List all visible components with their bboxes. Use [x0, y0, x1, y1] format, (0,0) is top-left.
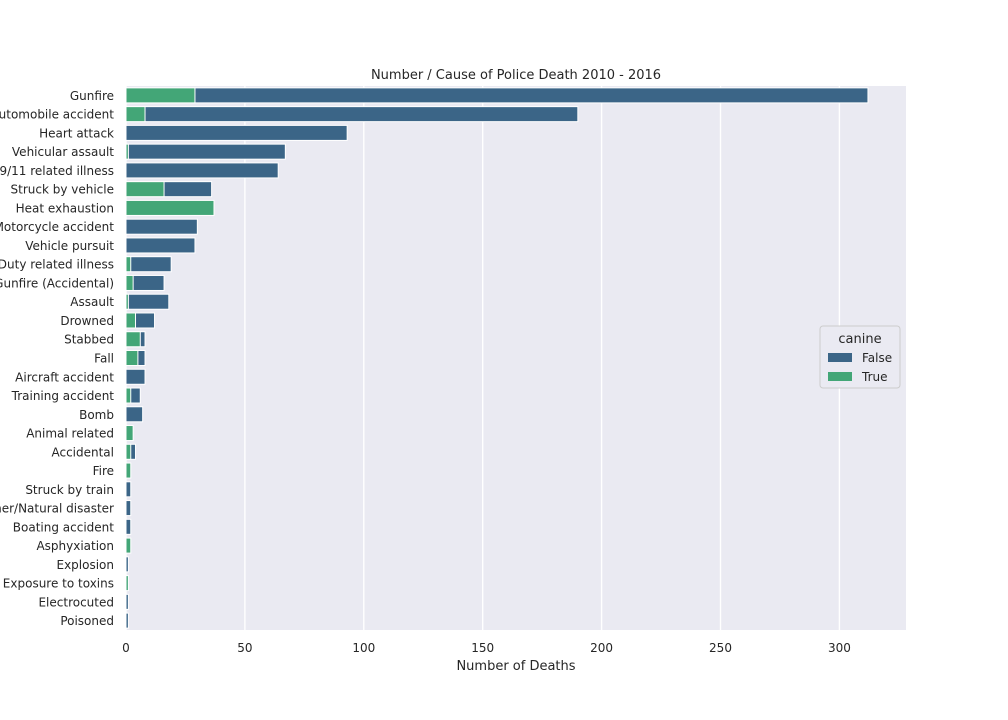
y-tick-label-accidental: Accidental	[51, 445, 114, 459]
bar-automobile-accident-false	[125, 106, 579, 123]
y-tick-label-vehicular-assault: Vehicular assault	[12, 145, 114, 159]
bar-assault-true	[125, 293, 129, 310]
x-tick-label-0: 0	[122, 641, 130, 655]
y-tick-label-9-11-related-illness: 9/11 related illness	[0, 164, 114, 178]
bar-fire-true	[125, 462, 132, 479]
y-tick-label-stabbed: Stabbed	[64, 333, 114, 347]
bar-duty-related-illness-false	[125, 256, 172, 273]
bar-weather-natural-disaster-false	[125, 500, 132, 517]
legend: canine False True	[819, 325, 901, 389]
x-tick-label-150: 150	[471, 641, 494, 655]
x-axis-label: Number of Deaths	[456, 659, 575, 674]
bar-vehicular-assault-true	[125, 143, 129, 160]
x-axis-ticks: 0 50 100 150 200 250 300	[122, 641, 851, 655]
y-tick-label-boating-accident: Boating accident	[13, 520, 114, 534]
y-tick-label-heat-exhaustion: Heat exhaustion	[16, 201, 114, 215]
y-tick-label-asphyxiation: Asphyxiation	[36, 539, 114, 553]
bar-duty-related-illness-true	[125, 256, 132, 273]
y-tick-label-motorcycle-accident: Motorcycle accident	[0, 220, 114, 234]
bar-boating-accident-false	[125, 518, 132, 535]
bar-9-11-related-illness-false	[125, 162, 279, 179]
bar-heart-attack-false	[125, 124, 348, 141]
bar-gunfire-false	[125, 87, 869, 104]
bar-aircraft-accident-false	[125, 368, 146, 385]
y-tick-label-gunfire: Gunfire	[70, 89, 114, 103]
bar-assault-false	[125, 293, 170, 310]
y-tick-label-heart-attack: Heart attack	[39, 126, 114, 140]
legend-label-false: False	[862, 351, 892, 365]
legend-title: canine	[838, 332, 881, 347]
bar-motorcycle-accident-false	[125, 218, 198, 235]
y-tick-label-automobile-accident: Automobile accident	[0, 108, 114, 122]
bar-stabbed-true	[125, 331, 141, 348]
bar-exposure-to-toxins-true	[125, 575, 129, 592]
x-tick-label-50: 50	[237, 641, 252, 655]
y-tick-label-training-accident: Training accident	[11, 389, 115, 403]
bar-heat-exhaustion-true	[125, 199, 215, 216]
y-tick-label-explosion: Explosion	[56, 558, 114, 572]
bar-fall-true	[125, 349, 139, 367]
x-tick-label-250: 250	[709, 641, 732, 655]
y-tick-label-struck-by-vehicle: Struck by vehicle	[11, 183, 115, 197]
y-tick-label-duty-related-illness: Duty related illness	[0, 258, 114, 272]
bar-poisoned-false	[125, 612, 129, 629]
y-tick-label-fall: Fall	[94, 352, 114, 366]
bar-automobile-accident-true	[125, 106, 146, 123]
bar-accidental-true	[125, 443, 132, 460]
y-tick-label-fire: Fire	[93, 464, 114, 478]
legend-swatch-true	[828, 372, 852, 381]
y-tick-label-exposure-to-toxins: Exposure to toxins	[3, 577, 114, 591]
y-tick-label-assault: Assault	[70, 295, 114, 309]
bar-electrocuted-false	[125, 593, 129, 610]
chart-title: Number / Cause of Police Death 2010 - 20…	[371, 68, 661, 83]
bar-bomb-false	[125, 406, 144, 423]
bar-explosion-false	[125, 556, 129, 573]
bar-asphyxiation-true	[125, 537, 132, 554]
x-tick-label-300: 300	[828, 641, 851, 655]
y-tick-label-gunfire-accidental: Gunfire (Accidental)	[0, 276, 114, 290]
y-tick-label-vehicle-pursuit: Vehicle pursuit	[25, 239, 114, 253]
bar-drowned-true	[125, 312, 137, 329]
y-tick-label-poisoned: Poisoned	[60, 614, 114, 628]
bar-struck-by-vehicle-true	[125, 181, 165, 198]
bar-vehicle-pursuit-false	[125, 237, 196, 254]
y-tick-label-electrocuted: Electrocuted	[38, 595, 114, 609]
bar-gunfire-accidental-true	[125, 274, 134, 291]
x-tick-label-100: 100	[352, 641, 375, 655]
bar-struck-by-train-false	[125, 481, 132, 498]
y-tick-label-weather-natural-disaster: Weather/Natural disaster	[0, 502, 114, 516]
bar-animal-related-true	[125, 425, 134, 442]
bars	[125, 87, 869, 629]
y-tick-label-animal-related: Animal related	[26, 427, 114, 441]
legend-swatch-false	[828, 353, 852, 362]
y-tick-label-aircraft-accident: Aircraft accident	[15, 370, 114, 384]
bar-gunfire-true	[125, 87, 196, 104]
bar-training-accident-true	[125, 387, 132, 404]
x-tick-label-200: 200	[590, 641, 613, 655]
bar-vehicular-assault-false	[125, 143, 286, 160]
y-tick-label-struck-by-train: Struck by train	[25, 483, 114, 497]
y-tick-label-drowned: Drowned	[60, 314, 114, 328]
y-axis-ticks: Gunfire Automobile accident Heart attack Ve…	[0, 89, 114, 628]
legend-label-true: True	[861, 370, 888, 384]
y-tick-label-bomb: Bomb	[79, 408, 114, 422]
